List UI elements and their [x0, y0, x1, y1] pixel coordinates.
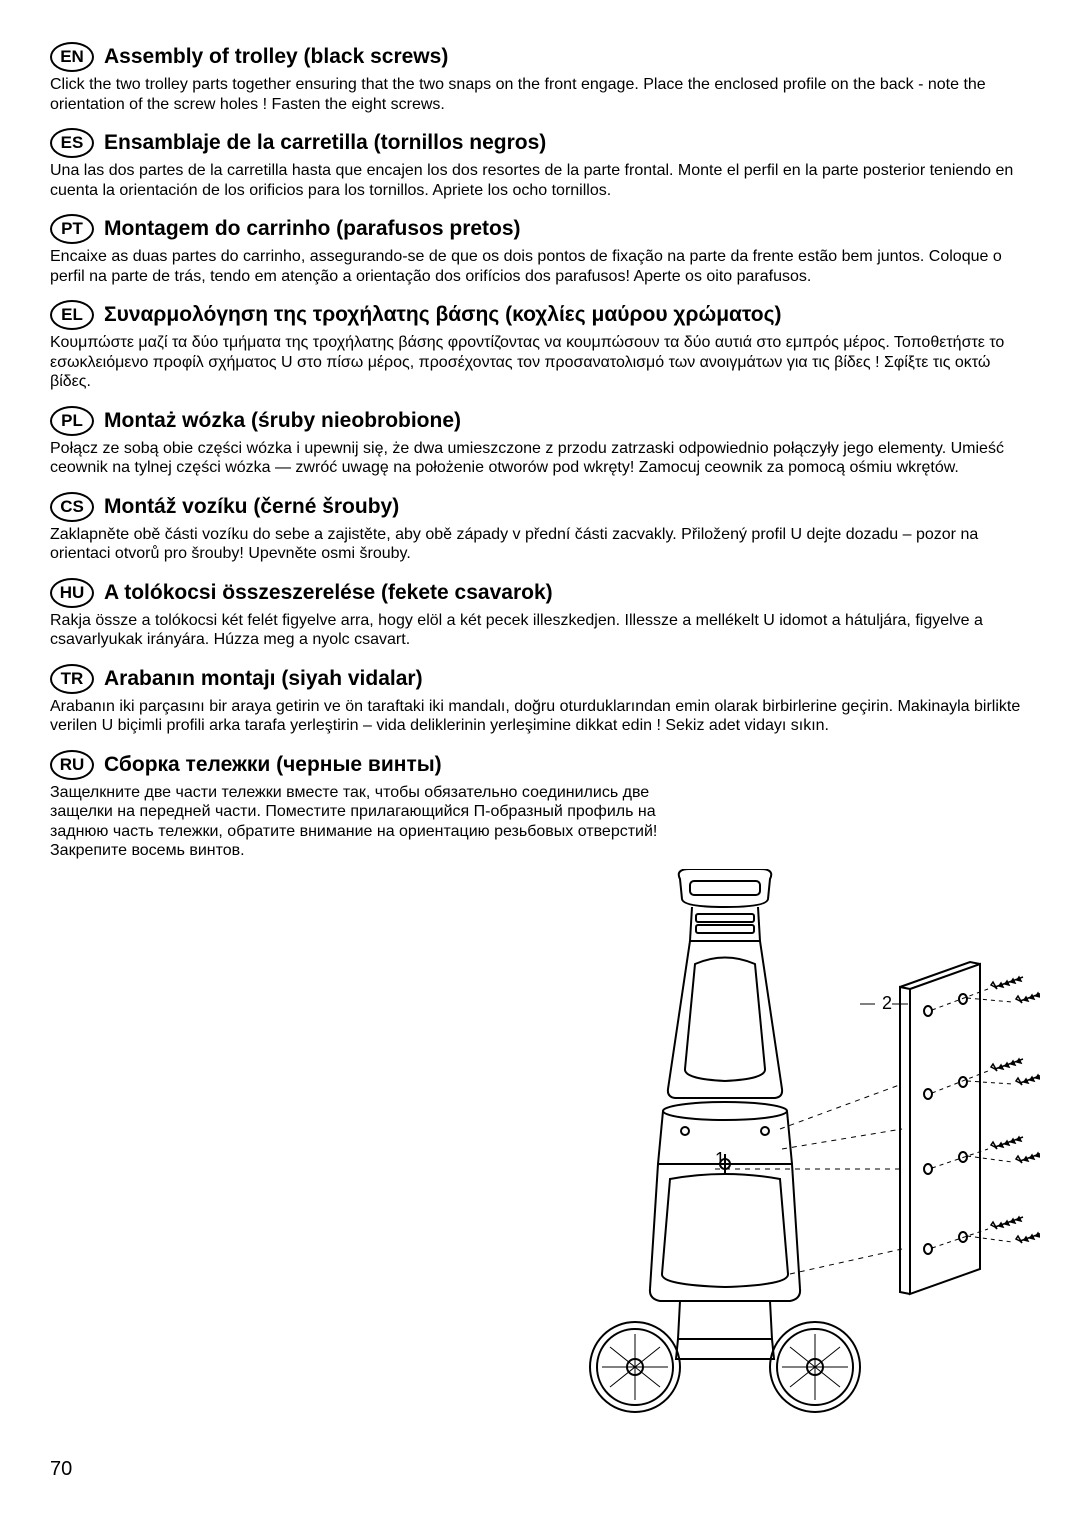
language-badge-en: EN [50, 42, 94, 72]
language-badge-hu: HU [50, 578, 94, 608]
section-body: Click the two trolley parts together ens… [50, 75, 1030, 114]
section-title: Сборка тележки (черные винты) [104, 753, 442, 777]
section-body: Защелкните две части тележки вместе так,… [50, 783, 690, 861]
section-title: Ensamblaje de la carretilla (tornillos n… [104, 131, 546, 155]
instruction-section-hu: HU A tolókocsi összeszerelése (fekete csa… [50, 578, 1030, 650]
section-body: Arabanın iki parçasını bir araya getirin… [50, 697, 1030, 736]
language-badge-tr: TR [50, 664, 94, 694]
language-badge-cs: CS [50, 492, 94, 522]
section-header: PT Montagem do carrinho (parafusos pretos… [50, 214, 1030, 244]
instruction-section-es: ES Ensamblaje de la carretilla (tornillos… [50, 128, 1030, 200]
diagram-label-1: 1 [715, 1149, 725, 1169]
language-badge-pl: PL [50, 406, 94, 436]
section-header: HU A tolókocsi összeszerelése (fekete csa… [50, 578, 1030, 608]
instruction-section-pl: PL Montaż wózka (śruby nieobrobione) Połąc… [50, 406, 1030, 478]
section-body: Rakja össze a tolókocsi két felét figyel… [50, 611, 1030, 650]
section-header: EN Assembly of trolley (black screws) [50, 42, 1030, 72]
section-title: Montagem do carrinho (parafusos pretos) [104, 217, 521, 241]
section-header: TR Arabanın montajı (siyah vidalar) [50, 664, 1030, 694]
instruction-section-cs: CS Montáž vozíku (černé šrouby) Zaklapněte… [50, 492, 1030, 564]
language-badge-ru: RU [50, 750, 94, 780]
section-header: ES Ensamblaje de la carretilla (tornillos… [50, 128, 1030, 158]
diagram-label-2: 2 [882, 993, 892, 1013]
instruction-section-tr: TR Arabanın montajı (siyah vidalar) Araban… [50, 664, 1030, 736]
section-header: CS Montáž vozíku (černé šrouby) [50, 492, 1030, 522]
section-title: Montaż wózka (śruby nieobrobione) [104, 409, 461, 433]
section-body: Zaklapněte obě části vozíku do sebe a za… [50, 525, 1030, 564]
section-title: A tolókocsi összeszerelése (fekete csava… [104, 581, 553, 605]
section-title: Συναρμολόγηση της τροχήλατης βάσης (κοχλ… [104, 303, 782, 327]
section-header: PL Montaż wózka (śruby nieobrobione) [50, 406, 1030, 436]
section-title: Assembly of trolley (black screws) [104, 45, 448, 69]
language-badge-pt: PT [50, 214, 94, 244]
section-header: RU Сборка тележки (черные винты) [50, 750, 1030, 780]
section-body: Encaixe as duas partes do carrinho, asse… [50, 247, 1030, 286]
section-body: Połącz ze sobą obie części wózka i upewn… [50, 439, 1030, 478]
assembly-diagram: 1 2 [550, 869, 1040, 1429]
section-title: Montáž vozíku (černé šrouby) [104, 495, 399, 519]
section-body: Κουμπώστε μαζί τα δύο τμήματα της τροχήλ… [50, 333, 1030, 392]
page-number: 70 [50, 1458, 72, 1481]
instruction-section-pt: PT Montagem do carrinho (parafusos pretos… [50, 214, 1030, 286]
instruction-section-en: EN Assembly of trolley (black screws) Clic… [50, 42, 1030, 114]
section-title: Arabanın montajı (siyah vidalar) [104, 667, 423, 691]
language-badge-es: ES [50, 128, 94, 158]
section-body: Una las dos partes de la carretilla hast… [50, 161, 1030, 200]
section-header: EL Συναρμολόγηση της τροχήλατης βάσης (κο… [50, 300, 1030, 330]
language-badge-el: EL [50, 300, 94, 330]
instruction-section-ru: RU Сборка тележки (черные винты) Защелкнит… [50, 750, 1030, 861]
instruction-section-el: EL Συναρμολόγηση της τροχήλατης βάσης (κο… [50, 300, 1030, 392]
